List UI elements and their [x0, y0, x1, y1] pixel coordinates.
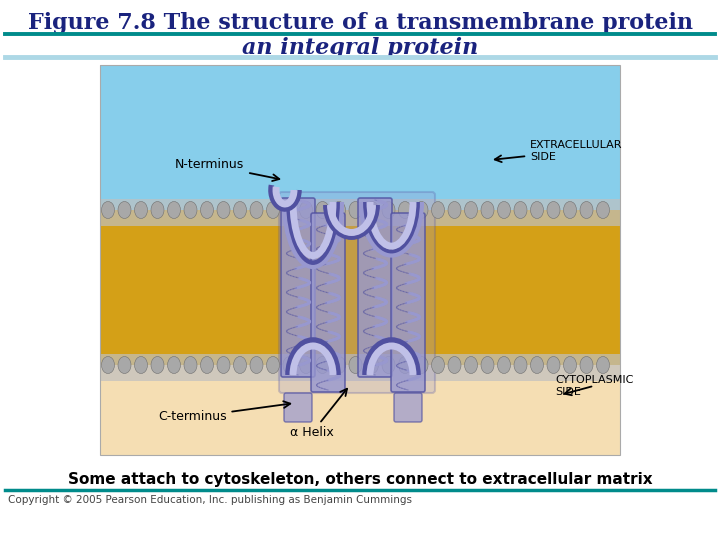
FancyBboxPatch shape [279, 192, 435, 393]
Ellipse shape [547, 201, 560, 219]
Ellipse shape [398, 356, 412, 374]
Ellipse shape [200, 201, 214, 219]
Ellipse shape [448, 201, 461, 219]
Ellipse shape [431, 356, 444, 374]
Ellipse shape [415, 201, 428, 219]
Text: EXTRACELLULAR
SIDE: EXTRACELLULAR SIDE [495, 140, 623, 162]
Ellipse shape [596, 201, 610, 219]
Bar [100, 65, 620, 210]
Ellipse shape [564, 356, 577, 374]
Text: α Helix: α Helix [290, 389, 347, 440]
Ellipse shape [366, 201, 379, 219]
Text: Figure 7.8 The structure of a transmembrane protein: Figure 7.8 The structure of a transmembr… [27, 12, 693, 34]
Ellipse shape [382, 356, 395, 374]
Ellipse shape [580, 201, 593, 219]
Ellipse shape [481, 356, 494, 374]
Ellipse shape [217, 356, 230, 374]
Ellipse shape [184, 201, 197, 219]
Ellipse shape [415, 356, 428, 374]
Ellipse shape [448, 356, 461, 374]
FancyBboxPatch shape [284, 393, 312, 422]
Ellipse shape [547, 356, 560, 374]
Ellipse shape [151, 201, 164, 219]
Ellipse shape [200, 356, 214, 374]
Text: C-terminus: C-terminus [158, 401, 290, 423]
Ellipse shape [498, 356, 510, 374]
FancyBboxPatch shape [281, 198, 315, 377]
Text: N-terminus: N-terminus [175, 159, 279, 181]
Ellipse shape [431, 201, 444, 219]
Ellipse shape [464, 356, 477, 374]
Ellipse shape [184, 356, 197, 374]
Ellipse shape [233, 201, 246, 219]
FancyBboxPatch shape [391, 213, 425, 392]
Ellipse shape [382, 201, 395, 219]
FancyBboxPatch shape [358, 198, 392, 377]
Ellipse shape [464, 201, 477, 219]
Ellipse shape [266, 356, 279, 374]
Ellipse shape [283, 356, 296, 374]
Ellipse shape [580, 356, 593, 374]
Bar [100, 354, 620, 381]
Text: Some attach to cytoskeleton, others connect to extracellular matrix: Some attach to cytoskeleton, others conn… [68, 472, 652, 487]
Ellipse shape [217, 201, 230, 219]
Ellipse shape [118, 201, 131, 219]
Ellipse shape [564, 201, 577, 219]
Bar [100, 65, 620, 455]
Text: an integral protein: an integral protein [242, 37, 478, 59]
Ellipse shape [118, 356, 131, 374]
Ellipse shape [135, 356, 148, 374]
Ellipse shape [233, 356, 246, 374]
Ellipse shape [151, 356, 164, 374]
Bar [100, 199, 620, 226]
Ellipse shape [349, 201, 362, 219]
Ellipse shape [498, 201, 510, 219]
Ellipse shape [250, 201, 263, 219]
Ellipse shape [349, 356, 362, 374]
FancyBboxPatch shape [394, 393, 422, 422]
Ellipse shape [333, 356, 346, 374]
Ellipse shape [333, 201, 346, 219]
Text: CYTOPLASMIC
SIDE: CYTOPLASMIC SIDE [555, 375, 634, 396]
Ellipse shape [283, 201, 296, 219]
Ellipse shape [398, 201, 412, 219]
Ellipse shape [102, 201, 114, 219]
Bar [100, 365, 620, 455]
Ellipse shape [135, 201, 148, 219]
Ellipse shape [514, 201, 527, 219]
FancyBboxPatch shape [311, 213, 345, 392]
Ellipse shape [102, 356, 114, 374]
Ellipse shape [266, 201, 279, 219]
Text: Copyright © 2005 Pearson Education, Inc. publishing as Benjamin Cummings: Copyright © 2005 Pearson Education, Inc.… [8, 495, 412, 505]
Ellipse shape [300, 356, 312, 374]
Ellipse shape [596, 356, 610, 374]
Ellipse shape [481, 201, 494, 219]
Bar [100, 210, 620, 365]
Ellipse shape [531, 356, 544, 374]
Ellipse shape [316, 356, 329, 374]
Ellipse shape [168, 356, 181, 374]
Ellipse shape [531, 201, 544, 219]
Ellipse shape [366, 356, 379, 374]
Ellipse shape [300, 201, 312, 219]
Ellipse shape [168, 201, 181, 219]
Ellipse shape [316, 201, 329, 219]
Ellipse shape [514, 356, 527, 374]
Ellipse shape [250, 356, 263, 374]
